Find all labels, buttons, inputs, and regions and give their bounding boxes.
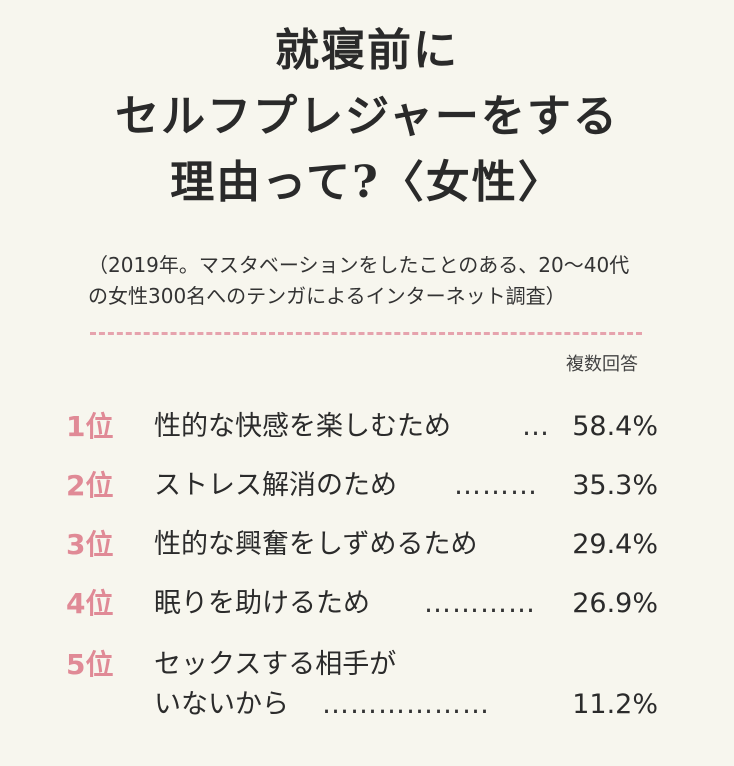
ranking-item-2: 2位 ストレス解消のため ……… 35.3% [66,466,658,506]
rank-label: 3位 [66,528,114,561]
percent-value: 29.4% [572,529,658,560]
rank-label: 4位 [66,587,114,620]
multiple-answers-label: 複数回答 [566,354,638,375]
rank-label: 1位 [66,410,114,443]
leader-dots: ……………… [322,689,490,720]
ranking-item-1: 1位 性的な快感を楽しむため … 58.4% [66,407,658,447]
leader-dots: ………… [424,588,536,619]
rank-label: 5位 [66,648,114,681]
survey-note: （2019年。マスタベーションをしたことのある、20〜40代 の女性300名への… [88,250,688,312]
survey-note-line-1: （2019年。マスタベーションをしたことのある、20〜40代 [88,253,630,277]
leader-dots: … [522,411,550,442]
percent-value: 26.9% [572,588,658,619]
percent-value: 11.2% [572,689,658,720]
reason-text-line-1: セックスする相手が [154,649,397,680]
ranking-item-4: 4位 眠りを助けるため ………… 26.9% [66,584,658,624]
leader-dots: ……… [454,470,538,501]
title-line-2: セルフプレジャーをする [115,91,619,142]
ranking-item-3: 3位 性的な興奮をしずめるため 29.4% [66,525,658,565]
reason-text: 性的な興奮をしずめるため [154,529,478,560]
survey-note-line-2: の女性300名へのテンガによるインターネット調査） [88,284,566,308]
ranking-item-5: 5位 セックスする相手が いないから ……………… 11.2% [66,645,658,725]
dashed-divider [90,332,642,335]
percent-value: 35.3% [572,470,658,501]
percent-value: 58.4% [572,411,658,442]
rank-label: 2位 [66,469,114,502]
title-line-1: 就寝前に [275,25,459,76]
reason-text: 性的な快感を楽しむため [154,411,451,442]
reason-text: 眠りを助けるため [154,588,370,619]
reason-text-line-2: いないから [154,689,289,720]
reason-text: ストレス解消のため [154,470,397,501]
page-title: 就寝前に セルフプレジャーをする 理由って?〈女性〉 [0,18,734,216]
title-line-3: 理由って?〈女性〉 [170,157,564,208]
